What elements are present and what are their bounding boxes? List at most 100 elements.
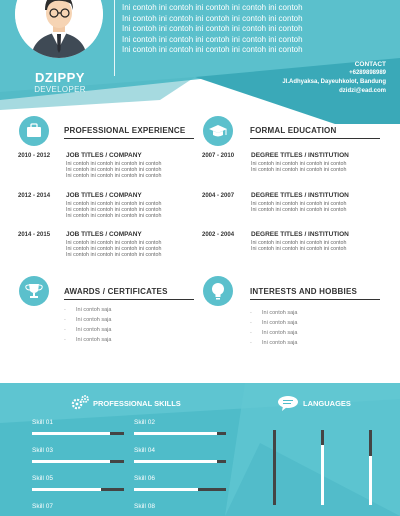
description-line: Ini contoh ini contoh ini contoh ini con…: [251, 161, 347, 167]
about-line: Ini contoh ini contoh ini contoh ini con…: [122, 13, 303, 23]
contact-title: CONTACT: [354, 61, 386, 68]
experience-description: Ini contoh ini contoh ini contoh ini con…: [66, 201, 194, 219]
education-years: 2002 - 2004: [202, 232, 235, 238]
experience-job-title: JOB TITLES / COMPANY: [66, 152, 142, 159]
header-divider: [114, 0, 115, 76]
skill-bar: [32, 460, 124, 463]
awards-title: AWARDS / CERTIFICATES: [64, 287, 168, 296]
interests-list: Ini contoh saja Ini contoh saja Ini cont…: [250, 308, 297, 348]
description-line: Ini contoh ini contoh ini contoh ini con…: [66, 246, 162, 252]
education-description: Ini contoh ini contoh ini contoh ini con…: [251, 240, 379, 252]
list-item: Ini contoh saja: [64, 325, 111, 335]
experience-years: 2014 - 2015: [18, 232, 51, 238]
education-degree-title: DEGREE TITLES / INSTITUTION: [251, 192, 349, 199]
experience-job-title: JOB TITLES / COMPANY: [66, 231, 142, 238]
description-line: Ini contoh ini contoh ini contoh ini con…: [66, 252, 162, 258]
footer-skills-panel: PROFESSIONAL SKILLS LANGUAGES Skill 01 S…: [0, 383, 400, 516]
trophy-icon: [19, 276, 49, 306]
contact-email[interactable]: dzidzi@ead.com: [339, 88, 386, 94]
education-years: 2007 - 2010: [202, 153, 235, 159]
list-item: Ini contoh saja: [64, 315, 111, 325]
skill-bar-track: [216, 460, 226, 463]
skill-label: Skill 01: [32, 419, 53, 426]
education-divider: [250, 138, 380, 139]
education-title: FORMAL EDUCATION: [250, 126, 337, 135]
experience-years: 2010 - 2012: [18, 153, 51, 159]
skill-label: Skill 05: [32, 475, 53, 482]
list-item: Ini contoh saja: [250, 338, 297, 348]
description-line: Ini contoh ini contoh ini contoh ini con…: [66, 173, 162, 179]
skill-label: Skill 08: [134, 503, 155, 510]
education-description: Ini contoh ini contoh ini contoh ini con…: [251, 201, 379, 213]
header-banner: DZIPPY DEVELOPER Ini contoh ini contoh i…: [0, 0, 400, 135]
education-years: 2004 - 2007: [202, 193, 235, 199]
footer-background: [0, 383, 400, 516]
skill-label: Skill 04: [134, 447, 155, 454]
speech-bubble-icon: [278, 396, 298, 411]
contact-phone: +6289898989: [349, 70, 386, 76]
skill-bar-track: [101, 488, 124, 491]
contact-address: Jl.Adhyaksa, Dayeuhkolot, Bandung: [282, 79, 386, 85]
languages-title: LANGUAGES: [303, 399, 351, 408]
experience-title: PROFESSIONAL EXPERIENCE: [64, 126, 186, 135]
interests-divider: [250, 299, 380, 300]
about-line: Ini contoh ini contoh ini contoh ini con…: [122, 3, 303, 12]
experience-years: 2012 - 2014: [18, 193, 51, 199]
education-degree-title: DEGREE TITLES / INSTITUTION: [251, 152, 349, 159]
profile-name: DZIPPY: [35, 70, 85, 85]
skill-bar-track: [110, 460, 124, 463]
language-bar-track: [369, 430, 372, 457]
skill-label: Skill 07: [32, 503, 53, 510]
education-degree-title: DEGREE TITLES / INSTITUTION: [251, 231, 349, 238]
skill-label: Skill 02: [134, 419, 155, 426]
language-bar-track: [273, 430, 276, 505]
about-line: Ini contoh ini contoh ini contoh ini con…: [122, 24, 303, 33]
interests-title: INTERESTS AND HOBBIES: [250, 287, 358, 296]
experience-description: Ini contoh ini contoh ini contoh ini con…: [66, 161, 194, 179]
skill-bar-track: [110, 432, 124, 435]
language-bar: [369, 430, 372, 505]
experience-job-title: JOB TITLES / COMPANY: [66, 192, 142, 199]
description-line: Ini contoh ini contoh ini contoh ini con…: [251, 167, 347, 173]
language-bar: [273, 430, 276, 505]
language-bar-track: [321, 430, 324, 445]
description-line: Ini contoh ini contoh ini contoh ini con…: [66, 213, 162, 219]
description-line: Ini contoh ini contoh ini contoh ini con…: [66, 161, 162, 167]
list-item: Ini contoh saja: [64, 305, 111, 315]
graduation-cap-icon: [203, 116, 233, 146]
awards-list: Ini contoh saja Ini contoh saja Ini cont…: [64, 305, 111, 345]
description-line: Ini contoh ini contoh ini contoh ini con…: [66, 207, 162, 213]
skill-label: Skill 06: [134, 475, 155, 482]
skill-bar: [134, 460, 226, 463]
list-item: Ini contoh saja: [250, 328, 297, 338]
profile-role: DEVELOPER: [34, 85, 86, 94]
description-line: Ini contoh ini contoh ini contoh ini con…: [66, 240, 162, 246]
about-text: Ini contoh ini contoh ini contoh ini con…: [122, 3, 392, 56]
list-item: Ini contoh saja: [250, 318, 297, 328]
skill-bar: [134, 488, 226, 491]
lightbulb-icon: [203, 276, 233, 306]
skill-bar: [32, 432, 124, 435]
skill-label: Skill 03: [32, 447, 53, 454]
list-item: Ini contoh saja: [250, 308, 297, 318]
skill-bar: [134, 432, 226, 435]
education-description: Ini contoh ini contoh ini contoh ini con…: [251, 161, 379, 173]
gears-icon: [71, 395, 89, 410]
awards-divider: [64, 299, 194, 300]
skill-bar: [32, 488, 124, 491]
list-item: Ini contoh saja: [64, 335, 111, 345]
description-line: Ini contoh ini contoh ini contoh ini con…: [251, 240, 347, 246]
experience-divider: [64, 138, 194, 139]
language-bar: [321, 430, 324, 505]
skills-title: PROFESSIONAL SKILLS: [93, 399, 181, 408]
description-line: Ini contoh ini contoh ini contoh ini con…: [251, 207, 347, 213]
about-line: Ini contoh ini contoh ini contoh ini con…: [122, 45, 303, 54]
skill-bar-track: [198, 488, 226, 491]
description-line: Ini contoh ini contoh ini contoh ini con…: [66, 167, 162, 173]
description-line: Ini contoh ini contoh ini contoh ini con…: [251, 201, 347, 207]
about-line: Ini contoh ini contoh ini contoh ini con…: [122, 34, 303, 44]
description-line: Ini contoh ini contoh ini contoh ini con…: [66, 201, 162, 207]
briefcase-icon: [19, 116, 49, 146]
skill-bar-track: [216, 432, 226, 435]
avatar: [15, 0, 103, 58]
